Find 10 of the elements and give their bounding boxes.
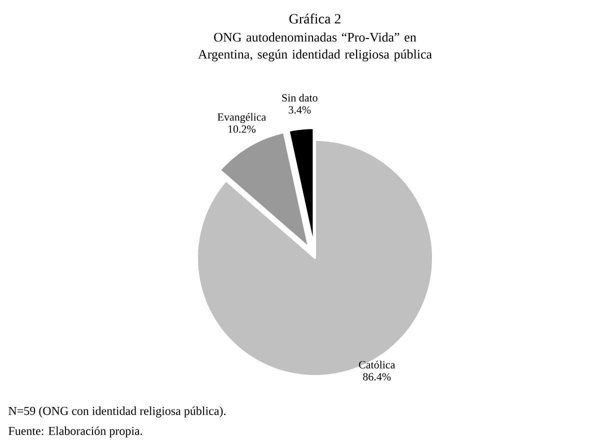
data-label: 86.4%	[363, 373, 391, 381]
slice-label: Evangélica	[218, 113, 266, 124]
data-label: 10.2%	[228, 125, 256, 133]
text: N=59 (ONG con identidad religiosa pública).	[8, 406, 226, 418]
chart-title: Gráfica 2	[289, 14, 340, 24]
source-note: Fuente: Elaboración propia.	[8, 426, 142, 438]
chart-subtitle: ONG autodenominadas “Pro-Vida” en Argentina, según identidad religiosa pública	[198, 32, 432, 62]
slice-label: Sin dato	[282, 94, 318, 102]
slice-label: Católica	[359, 360, 396, 368]
data-label: 3.4%	[288, 106, 311, 114]
